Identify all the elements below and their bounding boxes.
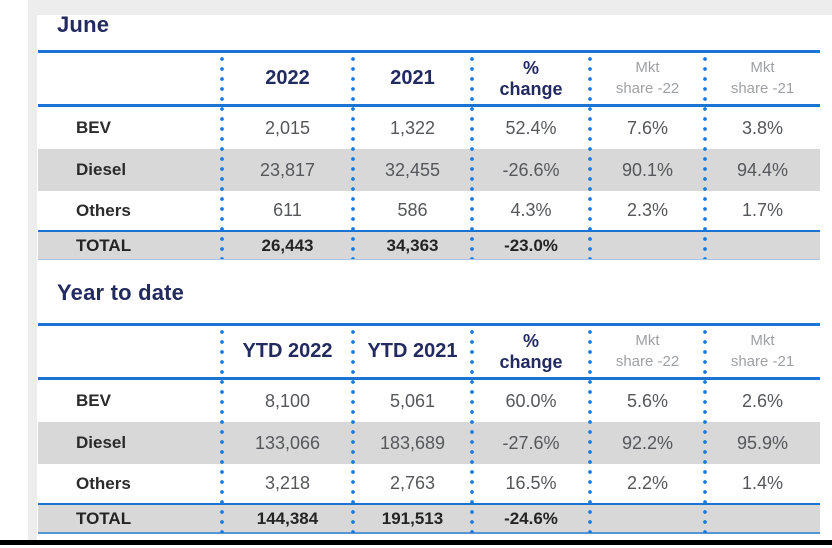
pct-change-line1: % (522, 330, 539, 351)
total-pct-change: -23.0% (504, 235, 558, 255)
value-ytd-2021: 5,061 (389, 390, 436, 411)
value-ytd-2022: 8,100 (264, 390, 311, 411)
june-header-row: 2022 2021 % change Mkt share -22 Mkt sha… (38, 53, 820, 107)
ytd-header-empty (38, 326, 222, 377)
page-left-gutter-strip (28, 0, 37, 540)
value-mkt-share-21: 95.9% (736, 432, 789, 453)
june-header-mkt-share-22: Mkt share -22 (590, 53, 705, 104)
ytd-header-mkt-share-22: Mkt share -22 (590, 326, 705, 377)
ytd-total-row: TOTAL 144,384 191,513 -24.6% (38, 503, 820, 534)
mkt-share-21-line1: Mkt (750, 332, 775, 350)
june-table: 2022 2021 % change Mkt share -22 Mkt sha… (38, 50, 820, 260)
ytd-header-2022: YTD 2022 (242, 340, 333, 362)
page-top-gutter (30, 0, 832, 15)
row-label: Others (76, 200, 131, 220)
mkt-share-21-line2: share -21 (730, 352, 795, 370)
value-2022: 611 (273, 200, 302, 221)
mkt-share-22-line2: share -22 (615, 79, 680, 97)
value-mkt-share-21: 1.4% (741, 473, 784, 494)
june-header-2021: 2021 (390, 67, 435, 89)
value-mkt-share-22: 5.6% (626, 390, 669, 411)
value-pct-change: 16.5% (505, 473, 557, 494)
value-mkt-share-21: 94.4% (736, 159, 789, 180)
june-row-bev: BEV 2,015 1,322 52.4% 7.6% 3.8% (38, 107, 820, 149)
total-mkt-share-21 (705, 505, 820, 532)
total-ytd-2022: 144,384 (256, 508, 319, 528)
mkt-share-22-line2: share -22 (615, 352, 680, 370)
june-header-2022: 2022 (265, 67, 310, 89)
bottom-border-line (0, 540, 832, 545)
ytd-row-others: Others 3,218 2,763 16.5% 2.2% 1.4% (38, 464, 820, 503)
row-label: Diesel (76, 160, 127, 180)
mkt-share-22-line1: Mkt (635, 332, 660, 350)
value-2022: 2,015 (264, 117, 311, 138)
june-header-empty (38, 53, 222, 104)
total-label: TOTAL (76, 235, 132, 255)
value-ytd-2021: 183,689 (379, 432, 446, 453)
june-header-pct-change: % change (472, 53, 590, 104)
row-label: BEV (76, 391, 111, 411)
section-title-june: June (57, 12, 110, 37)
value-2021: 586 (397, 200, 428, 221)
value-ytd-2022: 3,218 (264, 473, 311, 494)
value-ytd-2021: 2,763 (389, 473, 436, 494)
mkt-share-21-line2: share -21 (730, 79, 795, 97)
value-mkt-share-22: 2.3% (626, 200, 669, 221)
total-mkt-share-22 (590, 232, 705, 259)
ytd-header-row: YTD 2022 YTD 2021 % change Mkt share -22… (38, 326, 820, 380)
mkt-share-22-line1: Mkt (635, 59, 660, 77)
total-mkt-share-22 (590, 505, 705, 532)
value-mkt-share-21: 3.8% (741, 117, 784, 138)
ytd-header-pct-change: % change (472, 326, 590, 377)
value-2021: 32,455 (384, 159, 441, 180)
year-to-date-table: YTD 2022 YTD 2021 % change Mkt share -22… (38, 323, 820, 534)
value-mkt-share-21: 2.6% (741, 390, 784, 411)
row-label: Others (76, 473, 131, 493)
total-label: TOTAL (76, 508, 132, 528)
value-2021: 1,322 (389, 117, 436, 138)
ytd-row-diesel: Diesel 133,066 183,689 -27.6% 92.2% 95.9… (38, 422, 820, 464)
value-pct-change: 60.0% (505, 390, 557, 411)
total-2021: 34,363 (386, 235, 439, 255)
ytd-header-mkt-share-21: Mkt share -21 (705, 326, 820, 377)
value-ytd-2022: 133,066 (254, 432, 321, 453)
june-row-others: Others 611 586 4.3% 2.3% 1.7% (38, 191, 820, 230)
row-label: BEV (76, 118, 111, 138)
value-pct-change: 4.3% (510, 200, 552, 221)
pct-change-line2: change (499, 351, 563, 372)
mkt-share-21-line1: Mkt (750, 59, 775, 77)
june-header-mkt-share-21: Mkt share -21 (705, 53, 820, 104)
value-pct-change: 52.4% (505, 117, 557, 138)
row-label: Diesel (76, 433, 127, 453)
ytd-header-2021: YTD 2021 (367, 340, 458, 362)
value-pct-change: -27.6% (502, 432, 560, 453)
total-ytd-2021: 191,513 (381, 508, 444, 528)
value-2022: 23,817 (259, 159, 316, 180)
total-mkt-share-21 (705, 232, 820, 259)
value-mkt-share-22: 92.2% (621, 432, 674, 453)
value-mkt-share-22: 90.1% (621, 159, 674, 180)
ytd-row-bev: BEV 8,100 5,061 60.0% 5.6% 2.6% (38, 380, 820, 422)
value-mkt-share-21: 1.7% (741, 200, 784, 221)
value-mkt-share-22: 7.6% (626, 117, 669, 138)
total-pct-change: -24.6% (504, 508, 558, 528)
june-row-diesel: Diesel 23,817 32,455 -26.6% 90.1% 94.4% (38, 149, 820, 191)
pct-change-line1: % (522, 57, 539, 78)
section-title-year-to-date: Year to date (57, 280, 185, 305)
june-total-row: TOTAL 26,443 34,363 -23.0% (38, 230, 820, 260)
value-pct-change: -26.6% (502, 159, 560, 180)
total-2022: 26,443 (261, 235, 314, 255)
value-mkt-share-22: 2.2% (626, 473, 669, 494)
pct-change-line2: change (499, 78, 563, 99)
